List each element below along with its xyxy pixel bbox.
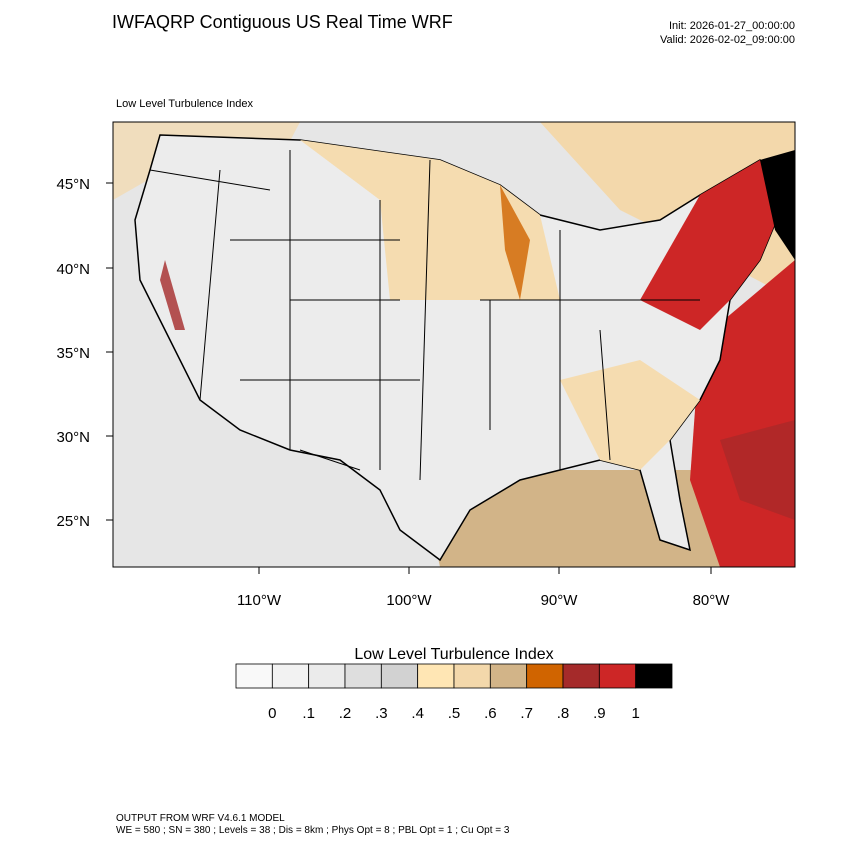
colorbar-label: 1 xyxy=(631,705,639,722)
colorbar-box xyxy=(417,663,455,689)
lat-label: 25°N xyxy=(56,513,90,530)
colorbar-box xyxy=(598,663,637,689)
lat-label: 30°N xyxy=(56,429,90,446)
colorbar-label: .5 xyxy=(448,705,461,722)
lat-label: 35°N xyxy=(56,345,90,362)
colorbar-label: .1 xyxy=(302,705,315,722)
lon-label: 80°W xyxy=(693,592,731,609)
footer-line: WE = 580 ; SN = 380 ; Levels = 38 ; Dis … xyxy=(116,825,510,836)
colorbar-box xyxy=(635,663,673,689)
footer-line: OUTPUT FROM WRF V4.6.1 MODEL xyxy=(116,813,285,824)
valid-time: Valid: 2026-02-02_09:00:00 xyxy=(660,34,795,46)
lon-label: 90°W xyxy=(541,592,579,609)
colorbar-label: .7 xyxy=(520,705,533,722)
colorbar-box xyxy=(308,663,346,689)
lat-label: 40°N xyxy=(56,261,90,278)
colorbar-box xyxy=(489,663,528,689)
title: IWFAQRP Contiguous US Real Time WRF xyxy=(112,12,453,32)
colorbar-box xyxy=(235,663,273,689)
colorbar-label: .6 xyxy=(484,705,497,722)
colorbar-label: .4 xyxy=(411,705,424,722)
lon-label: 110°W xyxy=(237,592,282,609)
colorbar-title: Low Level Turbulence Index xyxy=(354,646,553,663)
colorbar-label: .3 xyxy=(375,705,388,722)
colorbar: 0 .1 .2 .3 .4 .5 .6 .7 .8 .9 1 xyxy=(235,663,673,722)
lon-labels: 110°W 100°W 90°W 80°W xyxy=(237,567,730,609)
lat-labels: 45°N 40°N 35°N 30°N 25°N xyxy=(56,176,113,530)
lat-label: 45°N xyxy=(56,176,90,193)
init-time: Init: 2026-01-27_00:00:00 xyxy=(669,20,795,32)
colorbar-box xyxy=(380,663,419,689)
colorbar-box xyxy=(453,663,491,689)
lon-label: 100°W xyxy=(386,592,432,609)
colorbar-label: .8 xyxy=(557,705,570,722)
colorbar-label: 0 xyxy=(268,705,276,722)
colorbar-box xyxy=(344,663,382,689)
colorbar-label: .2 xyxy=(339,705,352,722)
map-label: Low Level Turbulence Index xyxy=(116,98,253,110)
colorbar-label: .9 xyxy=(593,705,606,722)
map xyxy=(113,122,795,567)
map-frame xyxy=(112,121,796,568)
colorbar-box xyxy=(526,663,564,689)
colorbar-box xyxy=(271,663,310,689)
colorbar-box xyxy=(562,663,600,689)
